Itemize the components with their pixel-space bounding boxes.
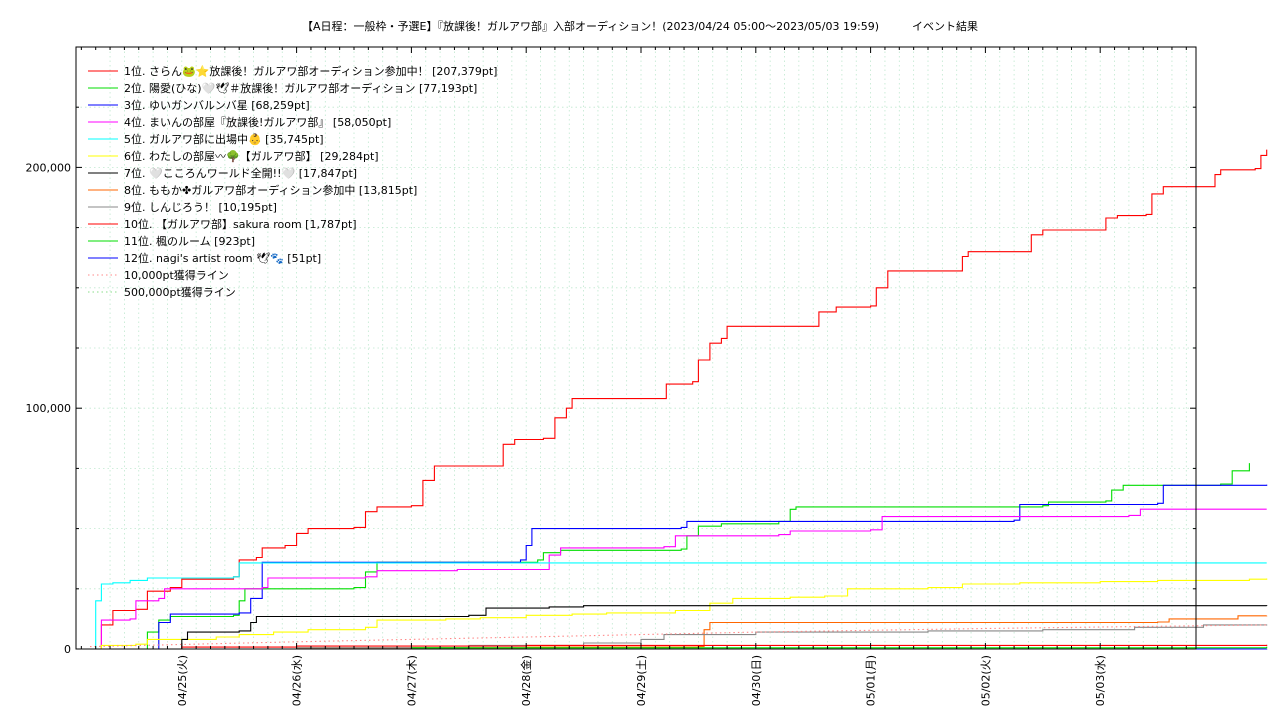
x-tick-label: 04/26(水) (291, 655, 304, 706)
x-tick-label: 05/02(火) (979, 655, 992, 706)
y-tick-label: 100,000 (26, 402, 72, 415)
x-tick-label: 04/27(木) (405, 655, 418, 706)
x-tick-label: 05/01(月) (865, 655, 878, 706)
x-tick-label: 04/29(土) (635, 655, 648, 706)
series-line (95, 149, 1268, 650)
grid (76, 47, 1196, 649)
legend: 1位. さらん🐸⭐放課後！ガルアワ部オーディション参加中！ [207,379pt… (88, 64, 497, 299)
legend-entry: 3位. ゆいガンバルンバ星 [68,259pt] (124, 98, 310, 112)
legend-entry: 6位. わたしの部屋〰🌳【ガルアワ部】 [29,284pt] (124, 149, 379, 163)
x-tick-label: 04/30(日) (750, 655, 763, 706)
chart-title: 【A日程：一般枠・予選E】『放課後！ガルアワ部』入部オーディション！(2023/… (302, 20, 978, 33)
series-line (89, 624, 1267, 648)
legend-entry: 7位. 🤍こころんワールド全開!!🤍 [17,847pt] (124, 166, 357, 180)
legend-entry: 4位. まいんの部屋『放課後!ガルアワ部』 [58,050pt] (124, 115, 391, 129)
series-line (90, 578, 1268, 650)
legend-entry: 500,000pt獲得ライン (124, 286, 236, 299)
y-tick-label: 0 (64, 643, 71, 656)
series-line (153, 484, 1268, 650)
legend-entry: 10位. 【ガルアワ部】sakura room [1,787pt] (124, 217, 357, 231)
axis-ticks: 0 100,000 200,000 04/25(火) 04/26(水) 04/27(木) 0… (26, 46, 1196, 706)
legend-entry: 5位. ガルアワ部に出場中👶 [35,745pt] (124, 132, 324, 146)
legend-entry: 10,000pt獲得ライン (124, 269, 229, 282)
x-tick-label: 04/25(火) (176, 655, 189, 706)
legend-entry: 2位. 陽愛(ひな)🤍🕊＃放課後！ガルアワ部オーディション [77,193pt] (124, 81, 477, 95)
legend-entry: 11位. 楓のルーム [923pt] (124, 234, 255, 248)
legend-entry: 1位. さらん🐸⭐放課後！ガルアワ部オーディション参加中！ [207,379pt… (124, 64, 497, 78)
y-tick-label: 200,000 (26, 161, 72, 174)
legend-entry: 12位. nagi's artist room 🕊🐾 [51pt] (124, 251, 321, 265)
x-tick-label: 04/28(金) (519, 655, 533, 706)
series-line (141, 463, 1250, 650)
series-line (92, 508, 1267, 650)
series-line (176, 605, 1268, 650)
legend-entry: 9位. しんじろう！ [10,195pt] (124, 200, 277, 214)
legend-entry: 8位. ももか✤ガルアワ部オーディション参加中 [13,815pt] (124, 183, 417, 197)
series-line (90, 615, 1268, 650)
x-tick-label: 05/03(水) (1094, 655, 1107, 706)
series-line (90, 562, 1267, 650)
